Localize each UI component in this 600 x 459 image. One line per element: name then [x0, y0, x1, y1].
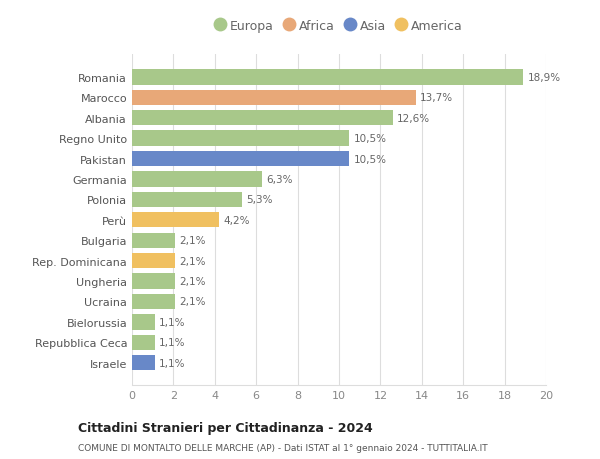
Bar: [132, 253, 175, 269]
Text: 2,1%: 2,1%: [179, 256, 206, 266]
Text: 1,1%: 1,1%: [159, 337, 185, 347]
Bar: [132, 192, 242, 207]
Text: 10,5%: 10,5%: [353, 154, 386, 164]
Bar: [132, 314, 155, 330]
Text: 10,5%: 10,5%: [353, 134, 386, 144]
Text: 4,2%: 4,2%: [223, 215, 250, 225]
Legend: Europa, Africa, Asia, America: Europa, Africa, Asia, America: [210, 15, 468, 38]
Bar: [132, 294, 175, 309]
Bar: [132, 131, 349, 146]
Text: 2,1%: 2,1%: [179, 236, 206, 246]
Bar: [132, 111, 393, 126]
Text: 5,3%: 5,3%: [246, 195, 272, 205]
Bar: [132, 335, 155, 350]
Bar: [132, 151, 349, 167]
Bar: [132, 274, 175, 289]
Text: 1,1%: 1,1%: [159, 317, 185, 327]
Bar: [132, 355, 155, 370]
Text: 6,3%: 6,3%: [266, 174, 293, 185]
Text: 2,1%: 2,1%: [179, 297, 206, 307]
Text: Cittadini Stranieri per Cittadinanza - 2024: Cittadini Stranieri per Cittadinanza - 2…: [78, 421, 373, 434]
Bar: [132, 70, 523, 85]
Text: 18,9%: 18,9%: [527, 73, 560, 83]
Bar: [132, 213, 219, 228]
Bar: [132, 172, 262, 187]
Bar: [132, 233, 175, 248]
Text: 2,1%: 2,1%: [179, 276, 206, 286]
Text: 12,6%: 12,6%: [397, 113, 430, 123]
Text: 13,7%: 13,7%: [420, 93, 453, 103]
Text: COMUNE DI MONTALTO DELLE MARCHE (AP) - Dati ISTAT al 1° gennaio 2024 - TUTTITALI: COMUNE DI MONTALTO DELLE MARCHE (AP) - D…: [78, 443, 488, 452]
Text: 1,1%: 1,1%: [159, 358, 185, 368]
Bar: [132, 90, 416, 106]
